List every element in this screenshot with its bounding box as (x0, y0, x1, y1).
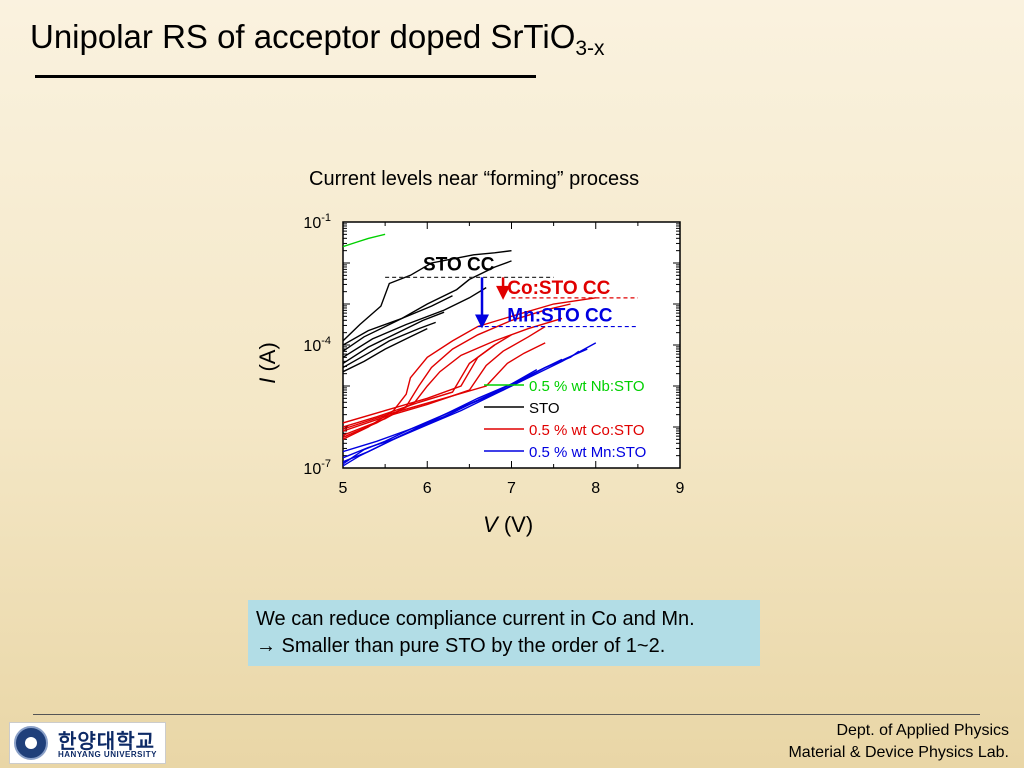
hanyang-logo: 한양대학교 HANYANG UNIVERSITY (9, 722, 166, 764)
legend-label: 0.5 % wt Nb:STO (529, 378, 645, 395)
footer-credits: Dept. of Applied Physics Material & Devi… (788, 720, 1009, 764)
title-main: Unipolar RS of acceptor doped SrTiO (30, 18, 576, 55)
series-curve (343, 325, 546, 432)
arrow-head (475, 314, 490, 329)
y-axis-label-var: I (255, 377, 280, 384)
cc-annotation-label: Mn:STO CC (507, 306, 612, 327)
university-seal-icon (14, 726, 48, 760)
series-curve (343, 327, 428, 373)
page-title: Unipolar RS of acceptor doped SrTiO3-x (30, 18, 605, 61)
footer-dept: Dept. of Applied Physics (836, 722, 1009, 739)
note-line-1: We can reduce compliance current in Co a… (256, 608, 695, 630)
series-curve (343, 344, 496, 424)
y-tick-label: 10-1 (303, 212, 331, 232)
x-tick-label: 9 (676, 480, 685, 497)
y-axis-label: I (A) (255, 333, 281, 393)
note-line-2: → Smaller than pure STO by the order of … (256, 635, 666, 657)
x-tick-label: 8 (591, 480, 600, 497)
x-tick-label: 5 (339, 480, 348, 497)
legend-label: 0.5 % wt Mn:STO (529, 444, 646, 461)
plot-area (342, 221, 681, 469)
series-curve (343, 260, 512, 346)
series-curve (343, 311, 445, 364)
footer-lab: Material & Device Physics Lab. (788, 744, 1009, 761)
series-curve (343, 250, 512, 342)
x-axis-label-var: V (483, 512, 498, 537)
y-axis-label-unit: (A) (255, 342, 280, 372)
series-curve (343, 342, 546, 430)
series-curve (343, 287, 487, 358)
chart-title: Current levels near “forming” process (309, 168, 640, 190)
legend-label: STO (529, 400, 560, 417)
x-axis-label: V (V) (483, 512, 533, 538)
x-tick-label: 6 (423, 480, 432, 497)
series-curve (343, 368, 538, 465)
logo-korean-text: 한양대학교 (58, 731, 155, 753)
legend-label: 0.5 % wt Co:STO (529, 422, 645, 439)
title-underline (35, 75, 536, 78)
series-curve (343, 358, 563, 463)
arrow-head (496, 285, 511, 300)
series-curve (343, 295, 453, 352)
x-axis-label-unit: (V) (503, 512, 534, 537)
series-curve (343, 321, 436, 369)
x-tick-label: 7 (507, 480, 516, 497)
y-tick-label: 10-7 (303, 458, 331, 478)
cc-annotation-label: STO CC (423, 254, 495, 275)
series-curve (343, 233, 386, 248)
logo-english-text: HANYANG UNIVERSITY (58, 750, 157, 759)
footer-divider (33, 714, 980, 715)
title-subscript: 3-x (575, 37, 605, 60)
note-box: We can reduce compliance current in Co a… (248, 600, 760, 666)
cc-annotation-label: Co:STO CC (507, 278, 610, 299)
y-tick-label: 10-4 (303, 335, 331, 355)
